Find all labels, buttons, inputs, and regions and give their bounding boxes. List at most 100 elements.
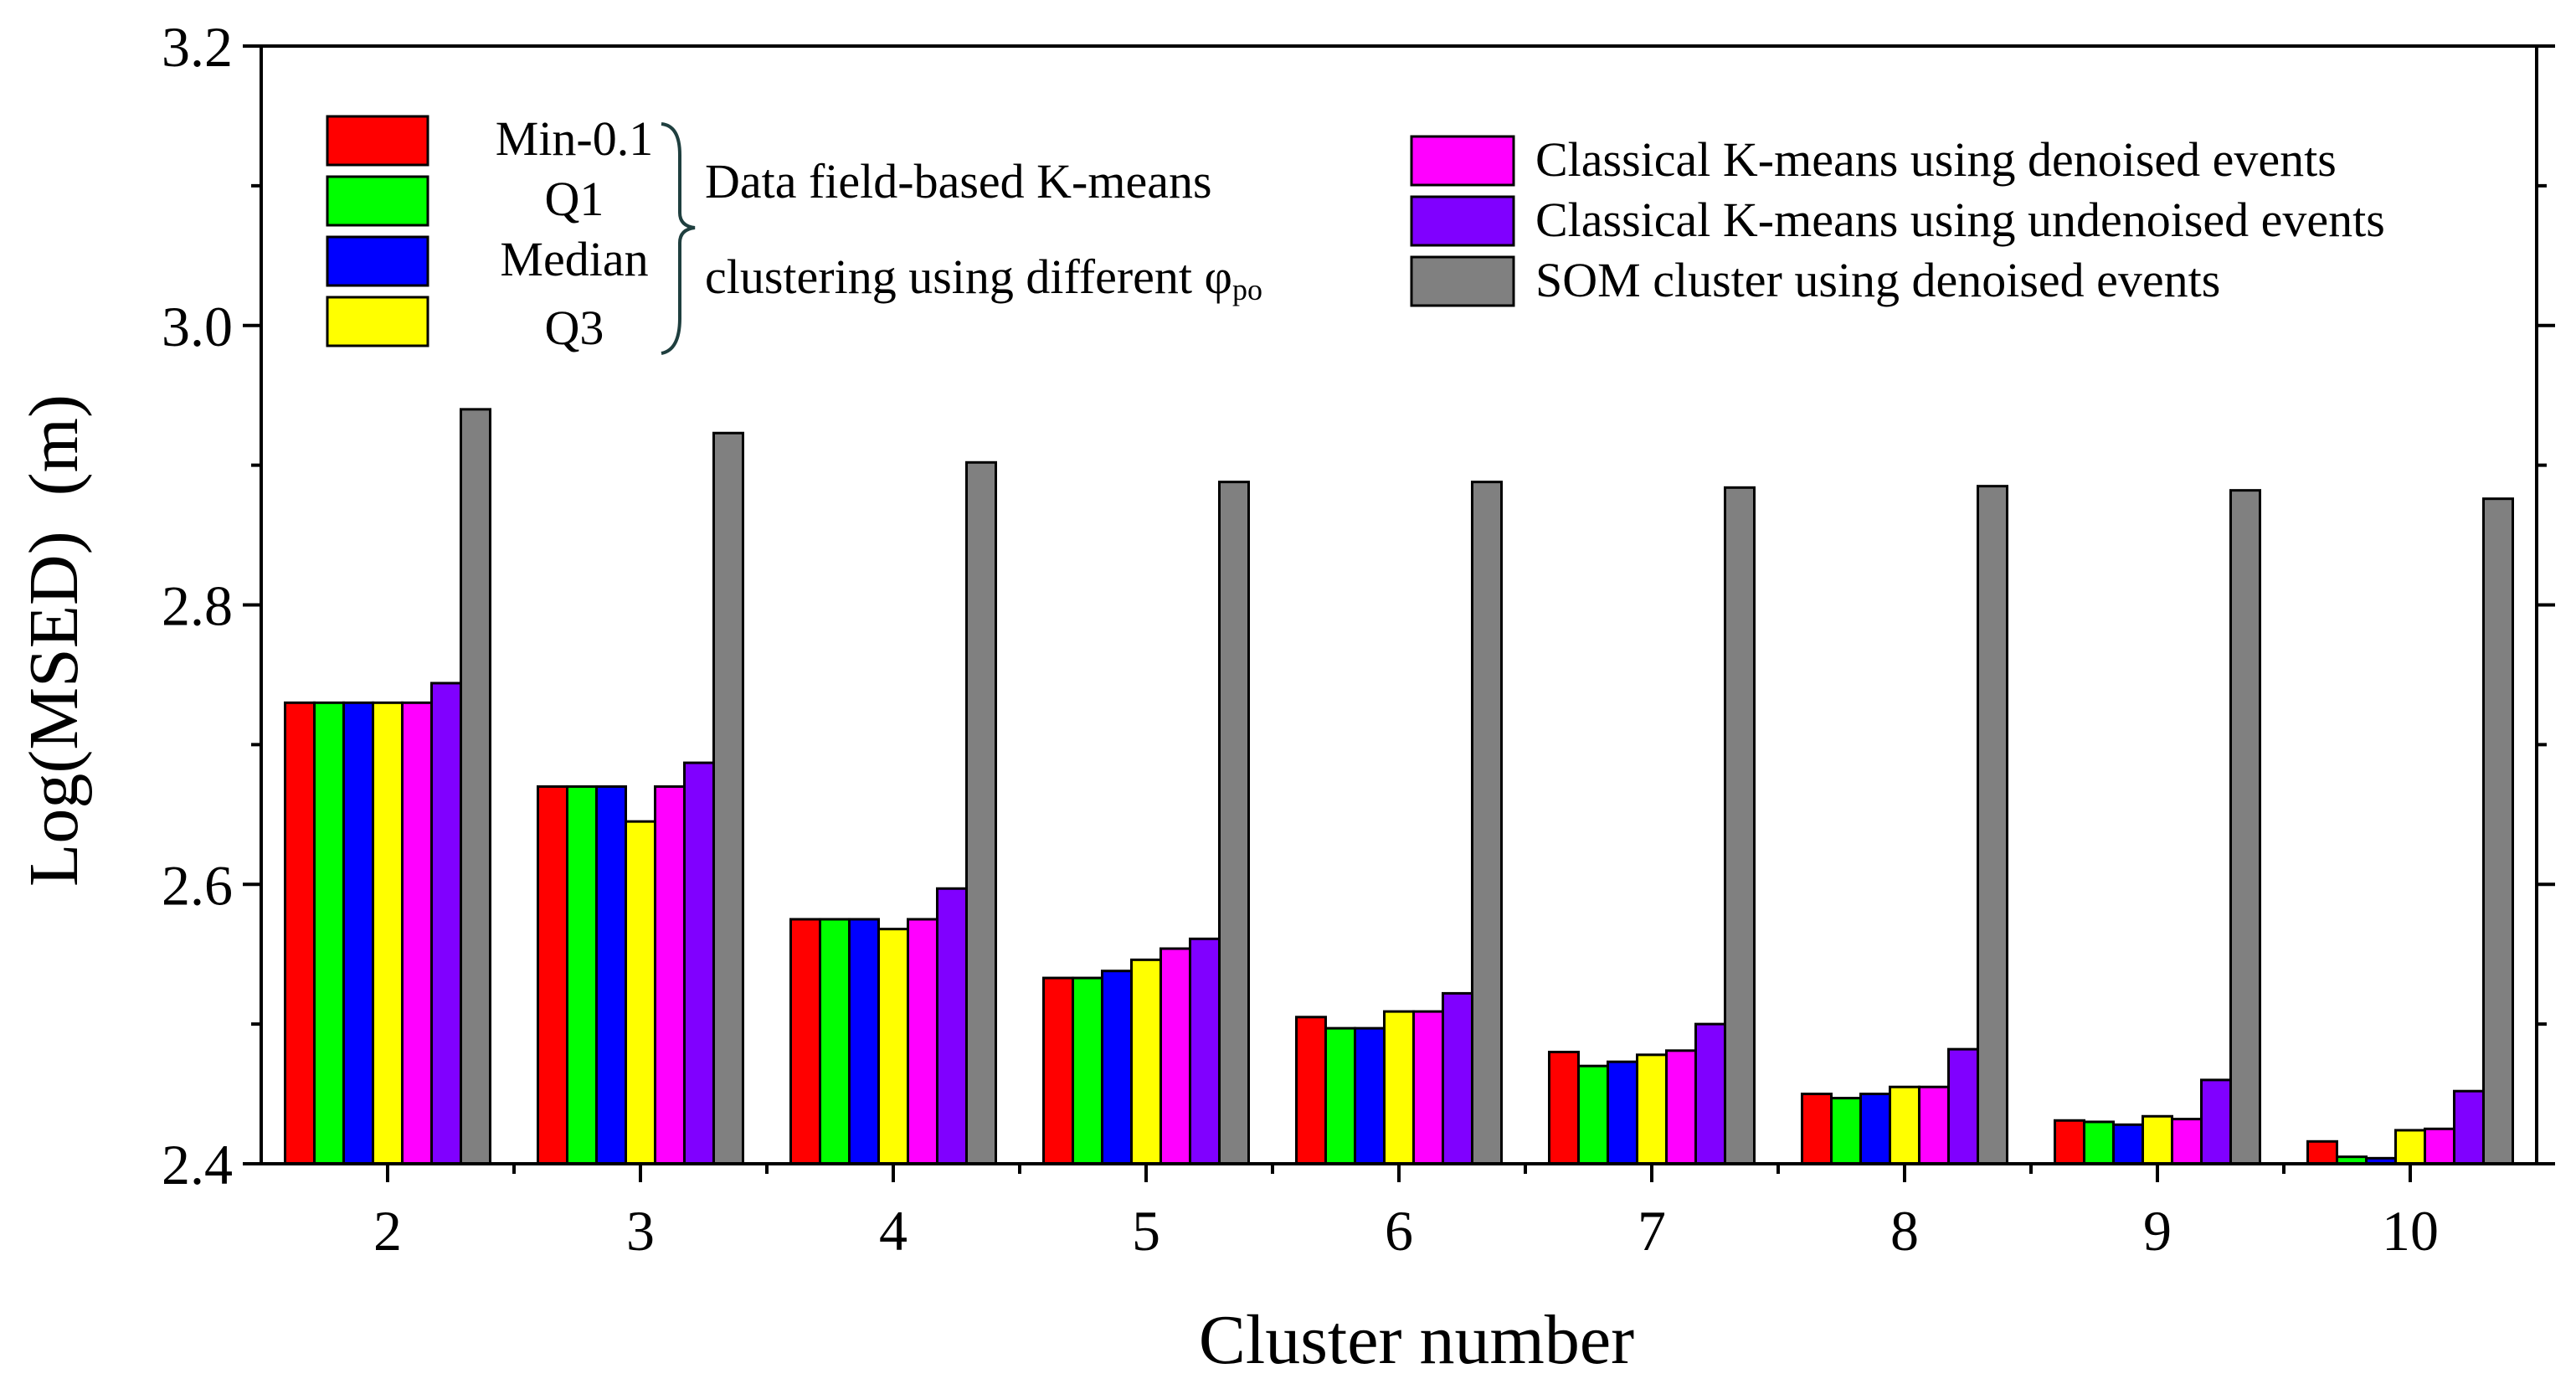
bar-som-cluster-using-denoised-events-3 xyxy=(712,431,744,1165)
legend-swatch-q1 xyxy=(326,175,429,227)
bar-q3-5 xyxy=(1130,958,1162,1165)
bar-q1-9 xyxy=(2083,1120,2115,1165)
legend-label-classical-denoised: Classical K-means using denoised events xyxy=(1535,132,2337,187)
bar-som-cluster-using-denoised-events-4 xyxy=(965,460,997,1165)
legend-brace xyxy=(661,122,696,355)
y-tick-label: 3.2 xyxy=(162,15,233,79)
legend-swatch-classical-denoised xyxy=(1410,135,1515,187)
x-tick-label: 4 xyxy=(879,1199,908,1263)
bar-classical-k-means-using-denoised-events-3 xyxy=(654,785,686,1165)
bar-classical-k-means-using-undenoised-events-5 xyxy=(1189,937,1221,1165)
bar-min-0-1-8 xyxy=(1801,1093,1833,1165)
bar-median-8 xyxy=(1859,1093,1891,1165)
bar-som-cluster-using-denoised-events-5 xyxy=(1218,481,1250,1165)
legend-swatch-classical-undenoised xyxy=(1410,195,1515,247)
legend-group-caption-subscript: po xyxy=(1232,273,1262,306)
bar-q1-2 xyxy=(313,701,345,1165)
bar-q1-6 xyxy=(1324,1026,1356,1165)
bar-min-0-1-7 xyxy=(1548,1051,1580,1165)
bar-som-cluster-using-denoised-events-6 xyxy=(1471,481,1503,1165)
legend-label-min: Min-0.1 xyxy=(496,111,654,166)
bar-som-cluster-using-denoised-events-8 xyxy=(1977,485,2008,1165)
bar-q1-8 xyxy=(1830,1097,1862,1165)
bar-median-4 xyxy=(848,918,880,1165)
bar-classical-k-means-using-denoised-events-9 xyxy=(2171,1118,2203,1165)
bar-min-0-1-4 xyxy=(789,918,821,1165)
y-tick-label: 3.0 xyxy=(162,295,233,358)
y-tick-label: 2.8 xyxy=(162,574,233,638)
bar-classical-k-means-using-undenoised-events-9 xyxy=(2200,1078,2232,1165)
legend-swatch-q3 xyxy=(326,296,429,347)
legend-group-caption-line2: clustering using different φpo xyxy=(705,250,1262,306)
y-tick-label: 2.4 xyxy=(162,1133,233,1196)
bar-classical-k-means-using-undenoised-events-10 xyxy=(2453,1089,2485,1165)
legend-group-caption-line1: Data field-based K-means xyxy=(705,154,1212,208)
y-axis-title: Log(MSED) (m) xyxy=(15,394,93,887)
legend-label-q1: Q1 xyxy=(545,172,604,226)
bar-min-0-1-9 xyxy=(2054,1119,2085,1165)
bar-classical-k-means-using-denoised-events-7 xyxy=(1665,1049,1697,1165)
bar-classical-k-means-using-undenoised-events-8 xyxy=(1947,1047,1979,1165)
bar-median-7 xyxy=(1607,1060,1638,1165)
bar-classical-k-means-using-denoised-events-10 xyxy=(2424,1127,2455,1165)
x-tick-label: 9 xyxy=(2143,1199,2172,1263)
bar-q1-4 xyxy=(819,918,851,1165)
bar-median-6 xyxy=(1354,1026,1386,1165)
bar-q1-7 xyxy=(1577,1064,1609,1165)
bar-som-cluster-using-denoised-events-10 xyxy=(2482,497,2514,1165)
legend-label-classical-undenoised: Classical K-means using undenoised event… xyxy=(1535,193,2385,247)
legend-group: Min-0.1 Q1 Median Q3 Data field-based K-… xyxy=(326,111,1262,355)
bar-classical-k-means-using-denoised-events-2 xyxy=(401,701,433,1165)
bar-classical-k-means-using-undenoised-events-3 xyxy=(683,761,715,1165)
x-tick-label: 2 xyxy=(373,1199,402,1263)
bar-som-cluster-using-denoised-events-7 xyxy=(1724,486,1756,1165)
bar-q3-10 xyxy=(2394,1129,2426,1165)
bar-min-0-1-10 xyxy=(2306,1139,2338,1165)
bar-classical-k-means-using-denoised-events-6 xyxy=(1412,1010,1444,1165)
legend-swatch-min xyxy=(326,115,429,167)
bar-q3-7 xyxy=(1636,1053,1668,1165)
chart-axes: 2.4 2.6 2.8 3.0 3.2 2 3 4 5 6 7 8 9 10 xyxy=(162,15,2555,1263)
legend-label-q3: Q3 xyxy=(545,301,604,355)
chart-bars xyxy=(284,408,2514,1165)
bar-classical-k-means-using-denoised-events-8 xyxy=(1918,1085,1950,1165)
x-tick-label: 7 xyxy=(1638,1199,1666,1263)
bar-classical-k-means-using-denoised-events-5 xyxy=(1159,947,1191,1165)
legend-swatch-median xyxy=(326,235,429,287)
legend-label-som: SOM cluster using denoised events xyxy=(1535,253,2220,307)
bar-som-cluster-using-denoised-events-9 xyxy=(2229,489,2261,1165)
bar-min-0-1-2 xyxy=(284,701,316,1165)
bar-q1-3 xyxy=(566,785,598,1165)
x-axis-title: Cluster number xyxy=(1199,1301,1634,1379)
bar-classical-k-means-using-denoised-events-4 xyxy=(907,918,938,1165)
legend-label-median: Median xyxy=(500,232,648,286)
legend-right: Classical K-means using denoised events … xyxy=(1410,132,2385,307)
bar-min-0-1-3 xyxy=(537,785,568,1165)
bar-q1-5 xyxy=(1072,976,1103,1165)
bar-min-0-1-5 xyxy=(1042,976,1074,1165)
bar-median-2 xyxy=(342,701,374,1165)
x-tick-label: 6 xyxy=(1385,1199,1413,1263)
bar-q3-3 xyxy=(625,820,656,1165)
bar-q3-4 xyxy=(877,928,909,1165)
x-tick-label: 5 xyxy=(1132,1199,1160,1263)
y-tick-label: 2.6 xyxy=(162,853,233,917)
bar-q3-9 xyxy=(2142,1114,2173,1165)
bar-som-cluster-using-denoised-events-2 xyxy=(460,408,491,1165)
legend-swatch-som xyxy=(1410,255,1515,307)
bar-classical-k-means-using-undenoised-events-6 xyxy=(1442,991,1473,1165)
bar-median-5 xyxy=(1101,970,1133,1165)
legend-group-caption-main: clustering using different φ xyxy=(705,250,1232,304)
bar-classical-k-means-using-undenoised-events-4 xyxy=(936,887,968,1165)
bar-median-3 xyxy=(595,785,627,1165)
bar-classical-k-means-using-undenoised-events-2 xyxy=(430,682,462,1165)
bar-median-9 xyxy=(2112,1123,2144,1165)
x-tick-label: 10 xyxy=(2382,1199,2439,1263)
bar-classical-k-means-using-undenoised-events-7 xyxy=(1694,1022,1726,1165)
bar-q3-6 xyxy=(1383,1010,1415,1165)
x-tick-label: 8 xyxy=(1890,1199,1919,1263)
x-tick-label: 3 xyxy=(626,1199,655,1263)
bar-min-0-1-6 xyxy=(1295,1016,1327,1165)
bar-q3-2 xyxy=(372,701,404,1165)
